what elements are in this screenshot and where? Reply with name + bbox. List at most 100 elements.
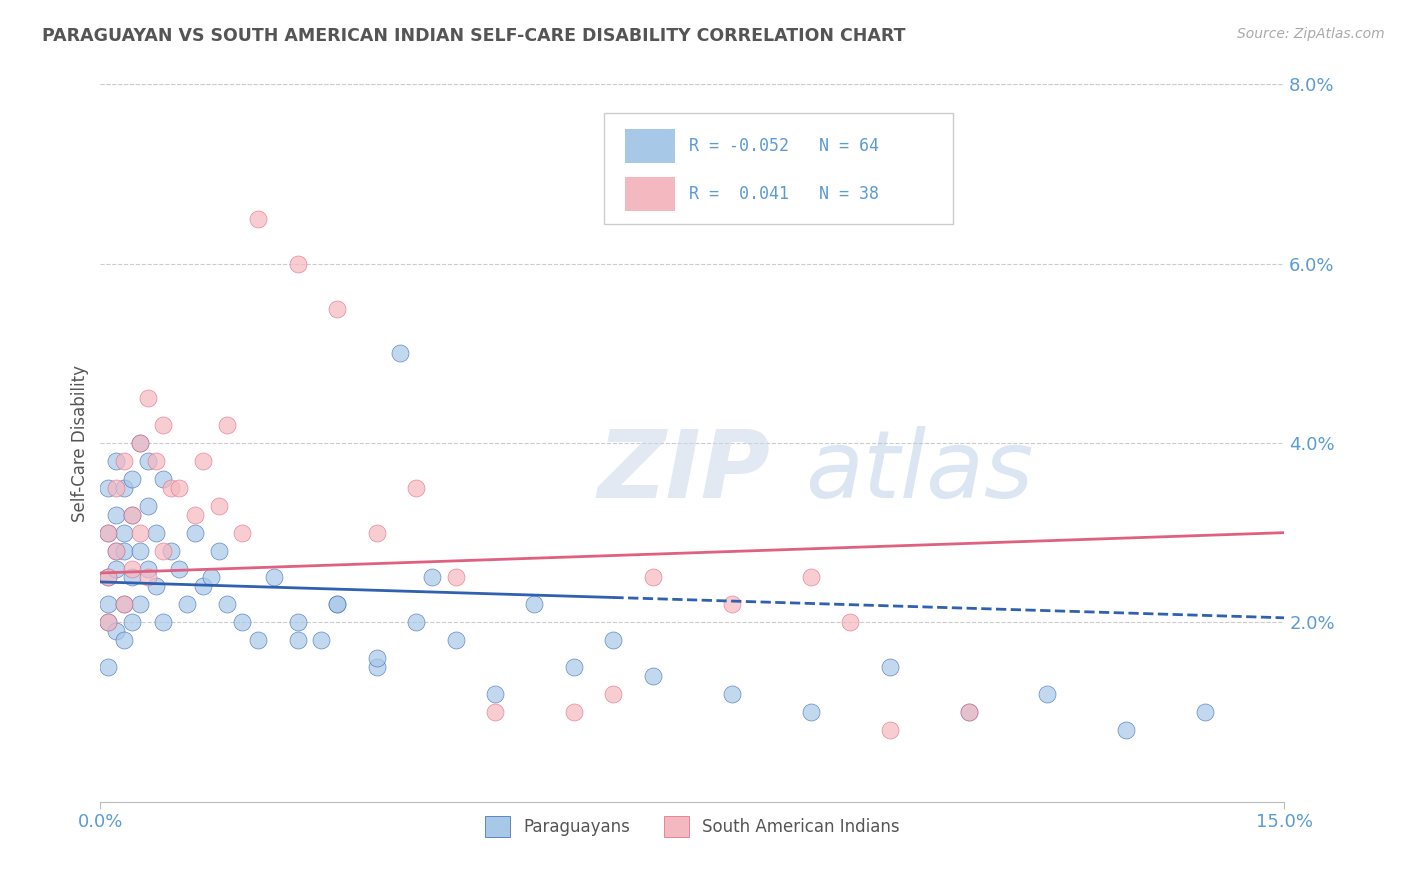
Point <box>562 660 585 674</box>
Point <box>160 481 183 495</box>
Point <box>602 633 624 648</box>
Point <box>247 211 270 226</box>
Point <box>326 301 349 316</box>
Y-axis label: Self-Care Disability: Self-Care Disability <box>72 365 89 522</box>
Point <box>720 687 742 701</box>
Point <box>176 598 198 612</box>
Point <box>602 687 624 701</box>
Point <box>311 633 333 648</box>
Point <box>121 508 143 522</box>
Point <box>184 508 207 522</box>
Point <box>208 543 231 558</box>
Text: R = -0.052   N = 64: R = -0.052 N = 64 <box>689 137 879 155</box>
Point <box>136 561 159 575</box>
Point <box>720 598 742 612</box>
Legend: Paraguayans, South American Indians: Paraguayans, South American Indians <box>478 810 907 844</box>
Point <box>523 598 546 612</box>
Point <box>287 257 309 271</box>
Point <box>231 525 253 540</box>
Point <box>215 418 238 433</box>
Point <box>484 687 506 701</box>
Point <box>839 615 862 630</box>
Point <box>152 418 174 433</box>
Point <box>105 543 128 558</box>
Text: PARAGUAYAN VS SOUTH AMERICAN INDIAN SELF-CARE DISABILITY CORRELATION CHART: PARAGUAYAN VS SOUTH AMERICAN INDIAN SELF… <box>42 27 905 45</box>
Point <box>105 508 128 522</box>
Point <box>121 472 143 486</box>
Point <box>136 391 159 405</box>
Text: R =  0.041   N = 38: R = 0.041 N = 38 <box>689 186 879 203</box>
Point <box>263 570 285 584</box>
Point <box>136 570 159 584</box>
Point <box>105 481 128 495</box>
Point <box>97 615 120 630</box>
Text: atlas: atlas <box>804 426 1033 517</box>
Point <box>1115 723 1137 737</box>
Point <box>128 598 150 612</box>
Point <box>145 454 167 468</box>
Point <box>957 705 980 719</box>
Point <box>112 454 135 468</box>
Point <box>128 436 150 450</box>
Text: Source: ZipAtlas.com: Source: ZipAtlas.com <box>1237 27 1385 41</box>
Point <box>287 615 309 630</box>
Point <box>121 508 143 522</box>
Point <box>1194 705 1216 719</box>
Point <box>136 454 159 468</box>
Point <box>169 481 191 495</box>
Point <box>112 633 135 648</box>
Point <box>97 598 120 612</box>
Point <box>231 615 253 630</box>
Point <box>641 570 664 584</box>
Point <box>105 624 128 639</box>
Point <box>128 543 150 558</box>
Point <box>1036 687 1059 701</box>
Point <box>105 543 128 558</box>
Point <box>128 525 150 540</box>
Point <box>200 570 222 584</box>
Point <box>152 543 174 558</box>
Point <box>105 561 128 575</box>
Point <box>121 561 143 575</box>
Point <box>191 579 214 593</box>
Point <box>444 633 467 648</box>
Point <box>800 570 823 584</box>
Point <box>800 705 823 719</box>
Point <box>366 660 388 674</box>
Point <box>112 598 135 612</box>
Point <box>184 525 207 540</box>
Point <box>112 525 135 540</box>
Bar <box>624 177 675 211</box>
Point <box>287 633 309 648</box>
Point <box>326 598 349 612</box>
Point <box>247 633 270 648</box>
Point <box>879 660 901 674</box>
Point <box>169 561 191 575</box>
Point <box>97 615 120 630</box>
Point <box>405 481 427 495</box>
Point <box>152 615 174 630</box>
Point <box>957 705 980 719</box>
Point <box>191 454 214 468</box>
Point <box>145 525 167 540</box>
Point <box>97 660 120 674</box>
Point <box>121 615 143 630</box>
Point <box>420 570 443 584</box>
Point <box>136 499 159 513</box>
Point <box>160 543 183 558</box>
Point <box>366 651 388 665</box>
Point <box>97 481 120 495</box>
Point <box>152 472 174 486</box>
Point <box>326 598 349 612</box>
Point <box>562 705 585 719</box>
Point <box>389 346 412 360</box>
Point <box>121 570 143 584</box>
Point <box>366 525 388 540</box>
Point <box>128 436 150 450</box>
Point <box>208 499 231 513</box>
Point <box>112 543 135 558</box>
Point <box>112 481 135 495</box>
Point <box>97 570 120 584</box>
Point <box>97 525 120 540</box>
Point <box>444 570 467 584</box>
